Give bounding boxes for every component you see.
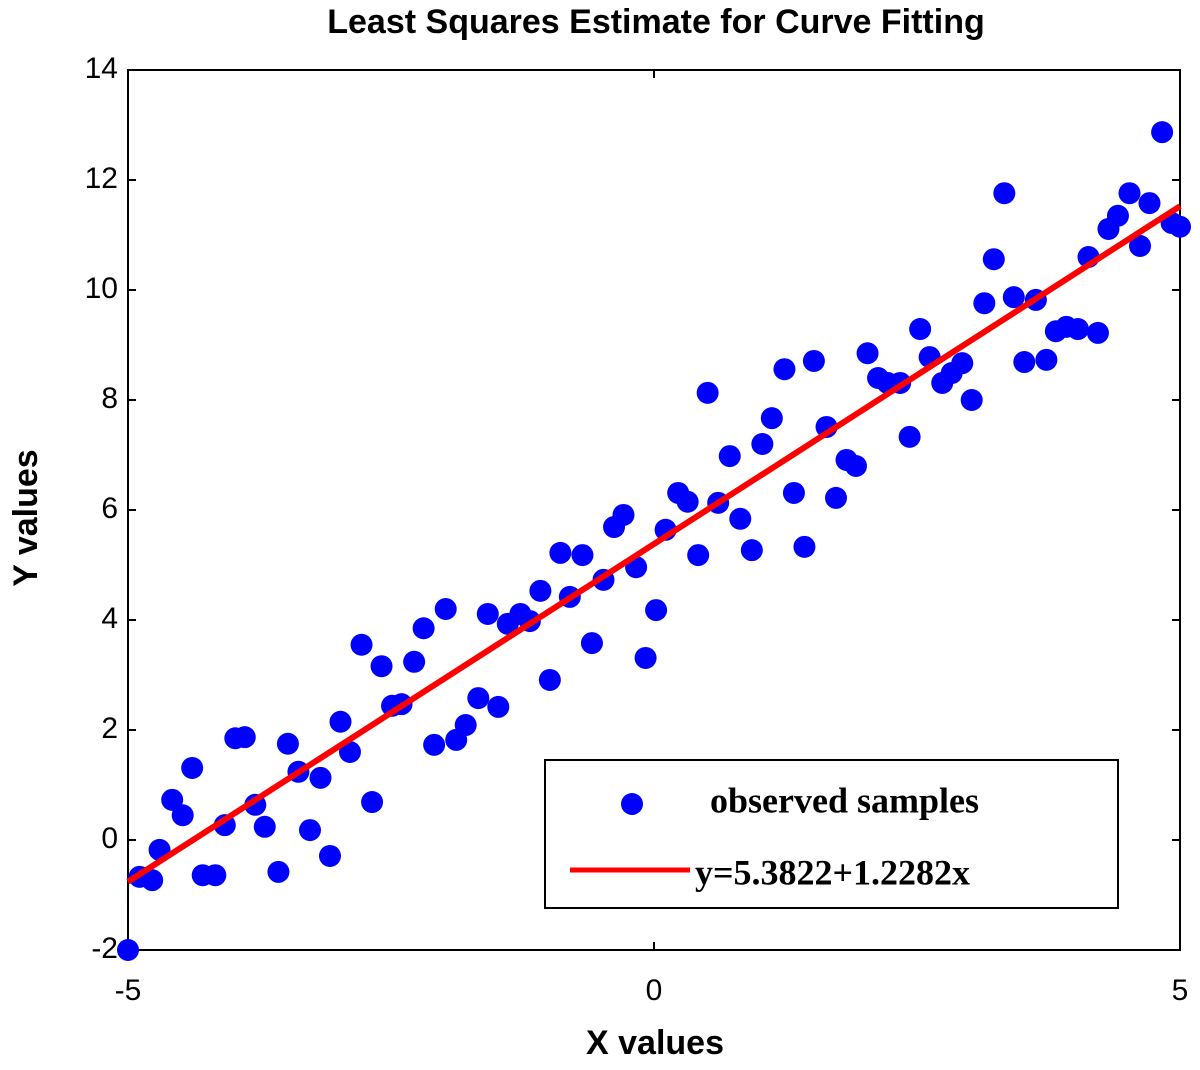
sample-point bbox=[1138, 192, 1161, 215]
sample-point bbox=[267, 860, 290, 883]
sample-point bbox=[171, 804, 194, 827]
y-axis-title: Y values bbox=[7, 449, 45, 586]
sample-point bbox=[696, 381, 719, 404]
y-tick-label: 12 bbox=[85, 162, 118, 195]
sample-point bbox=[454, 714, 477, 737]
sample-point bbox=[423, 733, 446, 756]
sample-point bbox=[951, 352, 974, 375]
sample-point bbox=[329, 710, 352, 733]
sample-point bbox=[476, 602, 499, 625]
sample-point bbox=[718, 445, 741, 468]
sample-point bbox=[1086, 321, 1109, 344]
sample-point bbox=[802, 349, 825, 372]
sample-point bbox=[361, 791, 384, 814]
sample-point bbox=[740, 539, 763, 562]
y-tick-label: 0 bbox=[101, 822, 118, 855]
y-tick-label: 8 bbox=[101, 382, 118, 415]
sample-point bbox=[1035, 348, 1058, 371]
y-tick-label: 14 bbox=[85, 52, 118, 85]
sample-point bbox=[350, 633, 373, 656]
y-tick-label: -2 bbox=[91, 932, 118, 965]
sample-point bbox=[580, 632, 603, 655]
sample-point bbox=[1129, 235, 1152, 257]
y-tick-label: 6 bbox=[101, 492, 118, 525]
sample-point bbox=[309, 766, 332, 789]
y-tick-label: 10 bbox=[85, 272, 118, 305]
sample-point bbox=[549, 541, 572, 564]
x-tick-label: -5 bbox=[115, 974, 142, 1007]
y-tick-label: 4 bbox=[101, 602, 118, 635]
sample-point bbox=[233, 726, 256, 749]
sample-point bbox=[634, 646, 657, 669]
sample-point bbox=[909, 318, 932, 341]
sample-point bbox=[960, 389, 983, 411]
sample-point bbox=[1151, 121, 1174, 144]
sample-point bbox=[370, 655, 393, 678]
sample-point bbox=[773, 358, 796, 381]
sample-point bbox=[117, 939, 139, 961]
sample-point bbox=[760, 407, 783, 430]
x-tick-label: 5 bbox=[1172, 974, 1189, 1007]
x-axis-title: X values bbox=[586, 1024, 724, 1062]
sample-point bbox=[204, 864, 227, 887]
sample-point bbox=[793, 535, 816, 558]
legend-label: y=5.3822+1.2282x bbox=[695, 852, 970, 892]
x-tick-label: 0 bbox=[646, 974, 663, 1007]
sample-point bbox=[467, 687, 490, 710]
sample-point bbox=[529, 579, 552, 602]
sample-point bbox=[434, 598, 457, 620]
sample-point bbox=[403, 650, 426, 673]
sample-point bbox=[538, 668, 561, 691]
sample-point bbox=[824, 486, 847, 509]
sample-point bbox=[161, 788, 184, 811]
sample-point bbox=[973, 292, 996, 315]
fit-line bbox=[126, 203, 1182, 885]
sample-point bbox=[782, 481, 805, 504]
sample-point bbox=[687, 544, 710, 567]
legend-label: observed samples bbox=[710, 780, 979, 820]
sample-point bbox=[1106, 204, 1129, 227]
sample-point bbox=[993, 182, 1016, 205]
sample-point bbox=[487, 695, 510, 718]
y-tick-label: 2 bbox=[101, 712, 118, 745]
sample-point bbox=[729, 507, 752, 530]
sample-point bbox=[276, 732, 299, 755]
sample-point bbox=[253, 815, 276, 838]
sample-point bbox=[898, 425, 921, 448]
sample-point bbox=[338, 741, 361, 763]
legend-box bbox=[544, 759, 1119, 909]
sample-point bbox=[1013, 351, 1036, 374]
sample-point bbox=[612, 503, 635, 526]
sample-point bbox=[181, 756, 204, 779]
sample-point bbox=[1169, 215, 1191, 238]
sample-point bbox=[141, 869, 164, 892]
sample-point bbox=[1002, 286, 1025, 309]
legend-marker bbox=[621, 793, 643, 815]
sample-point bbox=[1066, 318, 1089, 341]
sample-point bbox=[751, 433, 774, 455]
sample-point bbox=[318, 844, 341, 867]
sample-point bbox=[298, 819, 321, 842]
sample-point bbox=[571, 544, 594, 567]
sample-point bbox=[856, 342, 879, 365]
sample-point bbox=[1118, 182, 1141, 205]
sample-point bbox=[412, 617, 435, 640]
sample-point bbox=[645, 599, 668, 622]
sample-point bbox=[676, 490, 699, 513]
sample-point bbox=[982, 248, 1005, 271]
chart-title: Least Squares Estimate for Curve Fitting bbox=[327, 3, 985, 41]
sample-point bbox=[844, 455, 867, 477]
